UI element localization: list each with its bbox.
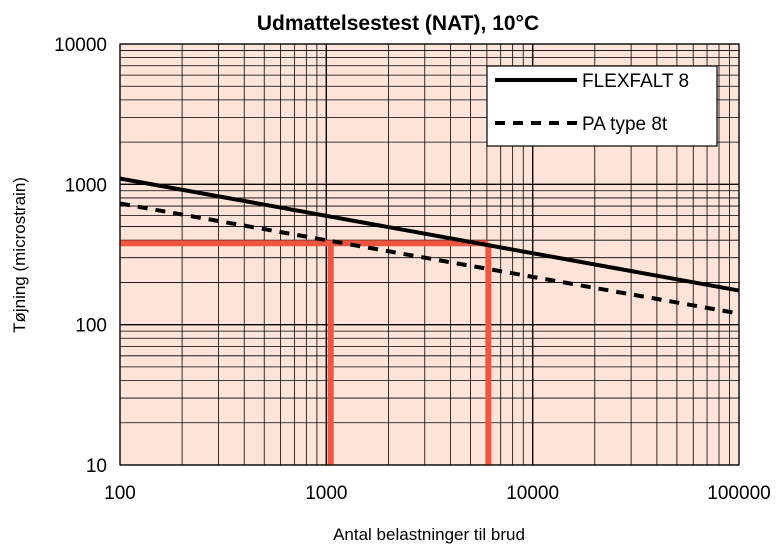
- y-tick-label: 1000: [65, 175, 107, 196]
- legend-label-1: FLEXFALT 8: [582, 71, 689, 92]
- x-tick-label: 1000: [305, 483, 347, 504]
- grid-lines: [119, 43, 740, 466]
- y-axis-label: Tøjning (microstrain): [10, 177, 29, 333]
- x-tick-label: 100: [104, 483, 136, 504]
- y-tick-label: 10: [86, 456, 107, 477]
- y-tick-label: 10000: [54, 35, 107, 56]
- series-line-1: [119, 176, 740, 293]
- legend-label-2: PA type 8t: [582, 114, 668, 135]
- annotation-lines: [120, 240, 492, 465]
- tick-labels: 100 1000 10000 100000 10 100 1000 10000: [54, 35, 771, 504]
- x-tick-label: 10000: [506, 483, 559, 504]
- series-line-2: [119, 201, 740, 316]
- legend: FLEXFALT 8 PA type 8t: [486, 65, 718, 147]
- y-tick-label: 100: [75, 316, 107, 337]
- plot-frame: [119, 43, 740, 466]
- x-tick-label: 100000: [707, 483, 770, 504]
- chart-title: Udmattelsestest (NAT), 10°C: [257, 12, 539, 35]
- x-axis-label: Antal belastninger til brud: [333, 525, 525, 544]
- series-lines: [119, 176, 740, 316]
